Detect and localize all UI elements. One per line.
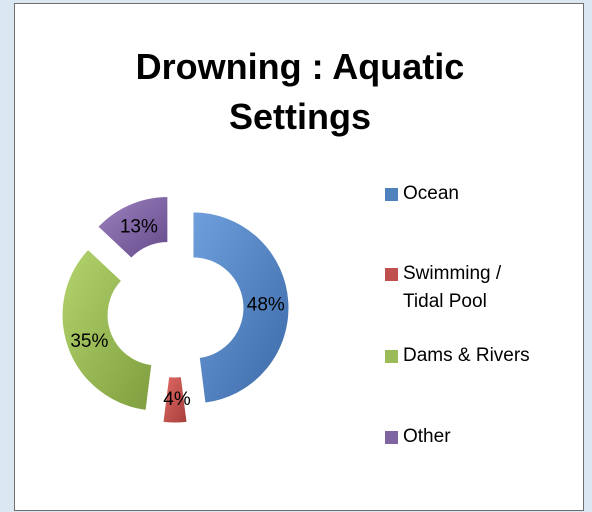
chart-area: Drowning : Aquatic Settings 48% 4% 35% 13% — [14, 3, 584, 511]
data-label-ocean: 48% — [247, 294, 285, 315]
legend-swatch-swimming-tidal-pool — [385, 268, 398, 281]
slice-other — [97, 195, 169, 259]
slice-dams-rivers — [61, 248, 153, 411]
chart-title-line-2: Settings — [228, 96, 371, 137]
legend-label-ocean: Ocean — [403, 183, 459, 204]
slice-swimming-tidal-pool — [162, 376, 188, 424]
data-label-other: 13% — [120, 216, 158, 237]
legend-item-dams-rivers: Dams & Rivers — [385, 345, 530, 370]
legend-swatch-ocean — [385, 188, 398, 201]
doughnut-chart: 48% 4% 35% 13% — [61, 195, 290, 424]
slice-ocean — [192, 211, 290, 404]
legend-swatch-other — [385, 431, 398, 444]
legend-swatch-dams-rivers — [385, 350, 398, 363]
chart-title: Drowning : Aquatic Settings — [15, 42, 585, 142]
legend-label-other: Other — [403, 426, 451, 447]
legend-label-swimming-line-2: Tidal Pool — [403, 291, 487, 312]
legend-item-ocean: Ocean — [385, 183, 459, 208]
slices-group — [61, 195, 290, 424]
data-label-dams-rivers: 35% — [70, 331, 108, 352]
legend-label-swimming-line-1: Swimming / — [403, 263, 502, 284]
legend-item-swimming-tidal-pool: Swimming / Tidal Pool — [385, 263, 501, 316]
legend-label-dams-rivers: Dams & Rivers — [403, 345, 530, 366]
chart-title-line-1: Drowning : Aquatic — [135, 46, 465, 87]
legend-item-other: Other — [385, 426, 451, 451]
data-labels-group: 48% 4% 35% 13% — [70, 216, 285, 410]
data-label-swimming-tidal-pool: 4% — [163, 389, 191, 410]
